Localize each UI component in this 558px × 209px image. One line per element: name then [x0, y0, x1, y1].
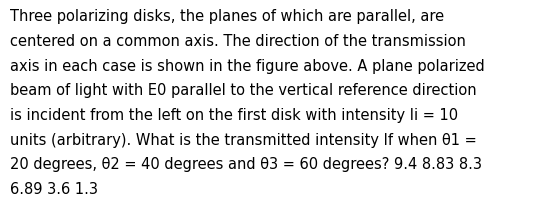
Text: 6.89 3.6 1.3: 6.89 3.6 1.3 — [10, 182, 98, 197]
Text: beam of light with E0 parallel to the vertical reference direction: beam of light with E0 parallel to the ve… — [10, 83, 477, 98]
Text: axis in each case is shown in the figure above. A plane polarized: axis in each case is shown in the figure… — [10, 59, 485, 74]
Text: is incident from the left on the first disk with intensity Ii = 10: is incident from the left on the first d… — [10, 108, 458, 123]
Text: units (arbitrary). What is the transmitted intensity If when θ1 =: units (arbitrary). What is the transmitt… — [10, 133, 477, 148]
Text: centered on a common axis. The direction of the transmission: centered on a common axis. The direction… — [10, 34, 466, 49]
Text: 20 degrees, θ2 = 40 degrees and θ3 = 60 degrees? 9.4 8.83 8.3: 20 degrees, θ2 = 40 degrees and θ3 = 60 … — [10, 157, 482, 172]
Text: Three polarizing disks, the planes of which are parallel, are: Three polarizing disks, the planes of wh… — [10, 9, 444, 24]
